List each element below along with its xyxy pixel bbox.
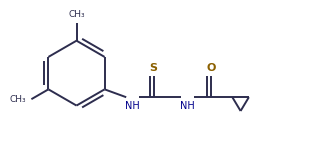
Text: NH: NH: [125, 101, 139, 111]
Text: CH₃: CH₃: [68, 10, 85, 19]
Text: S: S: [150, 63, 158, 73]
Text: CH₃: CH₃: [10, 95, 27, 104]
Text: O: O: [206, 63, 215, 73]
Text: NH: NH: [180, 101, 194, 111]
